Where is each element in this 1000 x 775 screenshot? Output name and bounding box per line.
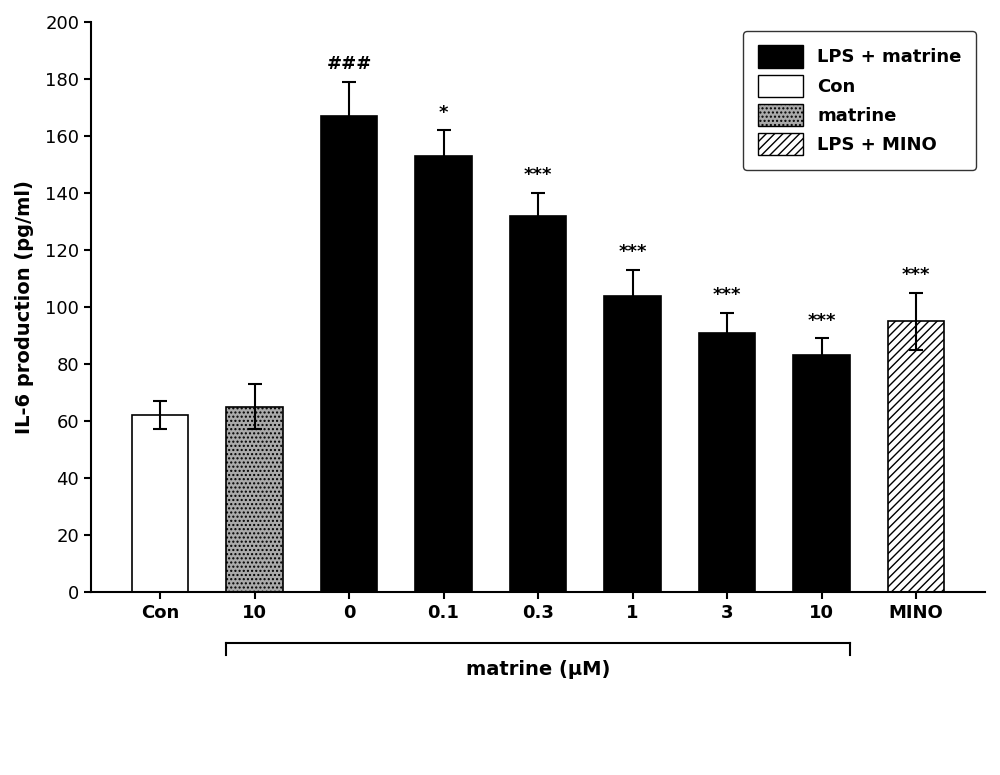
Bar: [321, 116, 377, 592]
Bar: [415, 156, 472, 592]
Text: matrine (μM): matrine (μM): [466, 660, 610, 679]
Bar: [132, 415, 188, 592]
Bar: [699, 332, 755, 592]
Legend: LPS + matrine, Con, matrine, LPS + MINO: LPS + matrine, Con, matrine, LPS + MINO: [743, 31, 976, 170]
Text: ###: ###: [326, 55, 372, 74]
Text: ***: ***: [902, 266, 930, 284]
Text: ***: ***: [618, 243, 647, 261]
Bar: [510, 215, 566, 592]
Text: ***: ***: [713, 286, 741, 304]
Bar: [888, 321, 944, 592]
Text: *: *: [439, 104, 448, 122]
Text: ***: ***: [524, 167, 552, 184]
Bar: [226, 407, 283, 592]
Text: ***: ***: [807, 312, 836, 329]
Bar: [793, 356, 850, 592]
Y-axis label: IL-6 production (pg/ml): IL-6 production (pg/ml): [15, 180, 34, 434]
Bar: [604, 295, 661, 592]
